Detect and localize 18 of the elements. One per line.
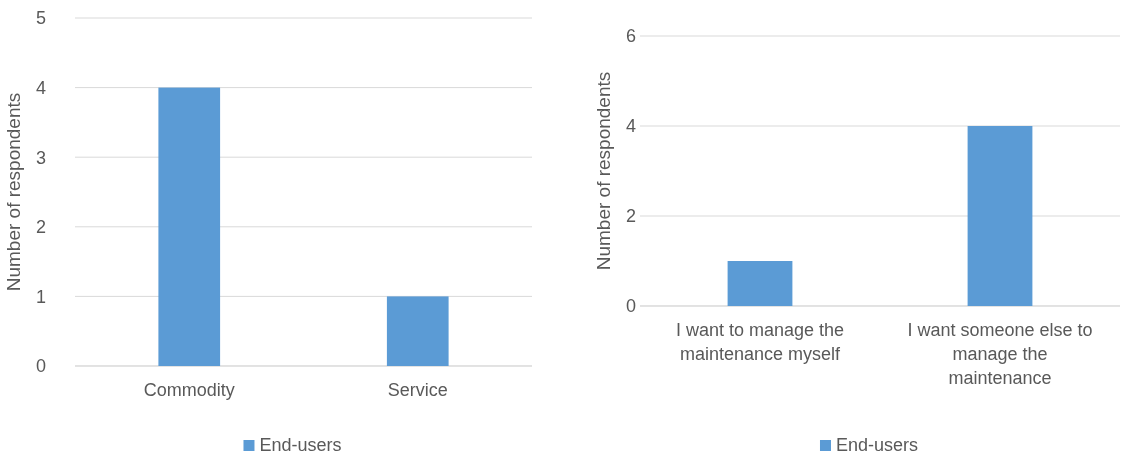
x-tick-label: Service: [387, 380, 448, 400]
y-tick-label: 2: [625, 206, 636, 227]
y-tick-label: 2: [35, 217, 46, 238]
y-tick-label: 4: [35, 77, 46, 98]
y-tick-label: 5: [35, 8, 46, 29]
y-tick-label: 0: [625, 296, 636, 317]
y-tick-label: 0: [35, 356, 46, 377]
y-axis-title: Number of respondents: [3, 92, 24, 292]
y-tick-label: 3: [35, 147, 46, 168]
legend-label: End-users: [835, 435, 919, 455]
y-tick-label: 6: [625, 26, 636, 47]
y-tick-label: 1: [35, 286, 46, 307]
legend-label: End-users: [259, 435, 342, 455]
x-tick-label: Commodity: [143, 380, 235, 400]
y-tick-label: 4: [625, 116, 636, 137]
x-tick-label: I want to manage the maintenance myself: [675, 320, 845, 364]
y-axis-title: Number of respondents: [593, 71, 614, 271]
x-tick-label: I want someone else to manage the maintenance: [907, 320, 1093, 388]
